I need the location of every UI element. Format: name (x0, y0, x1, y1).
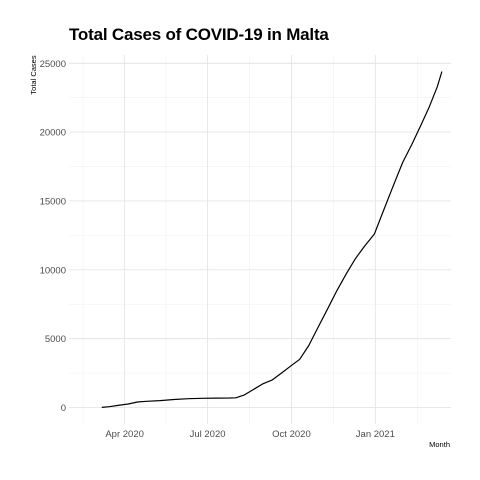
x-axis-ticks: Apr 2020 Jul 2020 Oct 2020 Jan 2021 (105, 429, 395, 440)
y-tick-label: 25000 (40, 59, 66, 70)
x-tick-label: Jan 2021 (356, 429, 395, 440)
gridlines (69, 55, 451, 424)
series-line (101, 71, 443, 408)
y-tick-label: 0 (61, 403, 66, 414)
x-tick-label: Jul 2020 (190, 429, 226, 440)
chart-title: Total Cases of COVID-19 in Malta (69, 25, 329, 44)
y-tick-label: 10000 (40, 265, 66, 276)
series-layer (101, 71, 443, 408)
x-axis-title: Month (429, 440, 450, 449)
x-tick-label: Oct 2020 (272, 429, 311, 440)
y-axis-ticks: 0 5000 10000 15000 20000 25000 (40, 59, 66, 414)
y-tick-label: 15000 (40, 196, 66, 207)
y-tick-label: 5000 (45, 334, 66, 345)
y-tick-label: 20000 (40, 128, 66, 139)
y-axis-title: Total Cases (29, 55, 38, 94)
x-tick-label: Apr 2020 (105, 429, 144, 440)
